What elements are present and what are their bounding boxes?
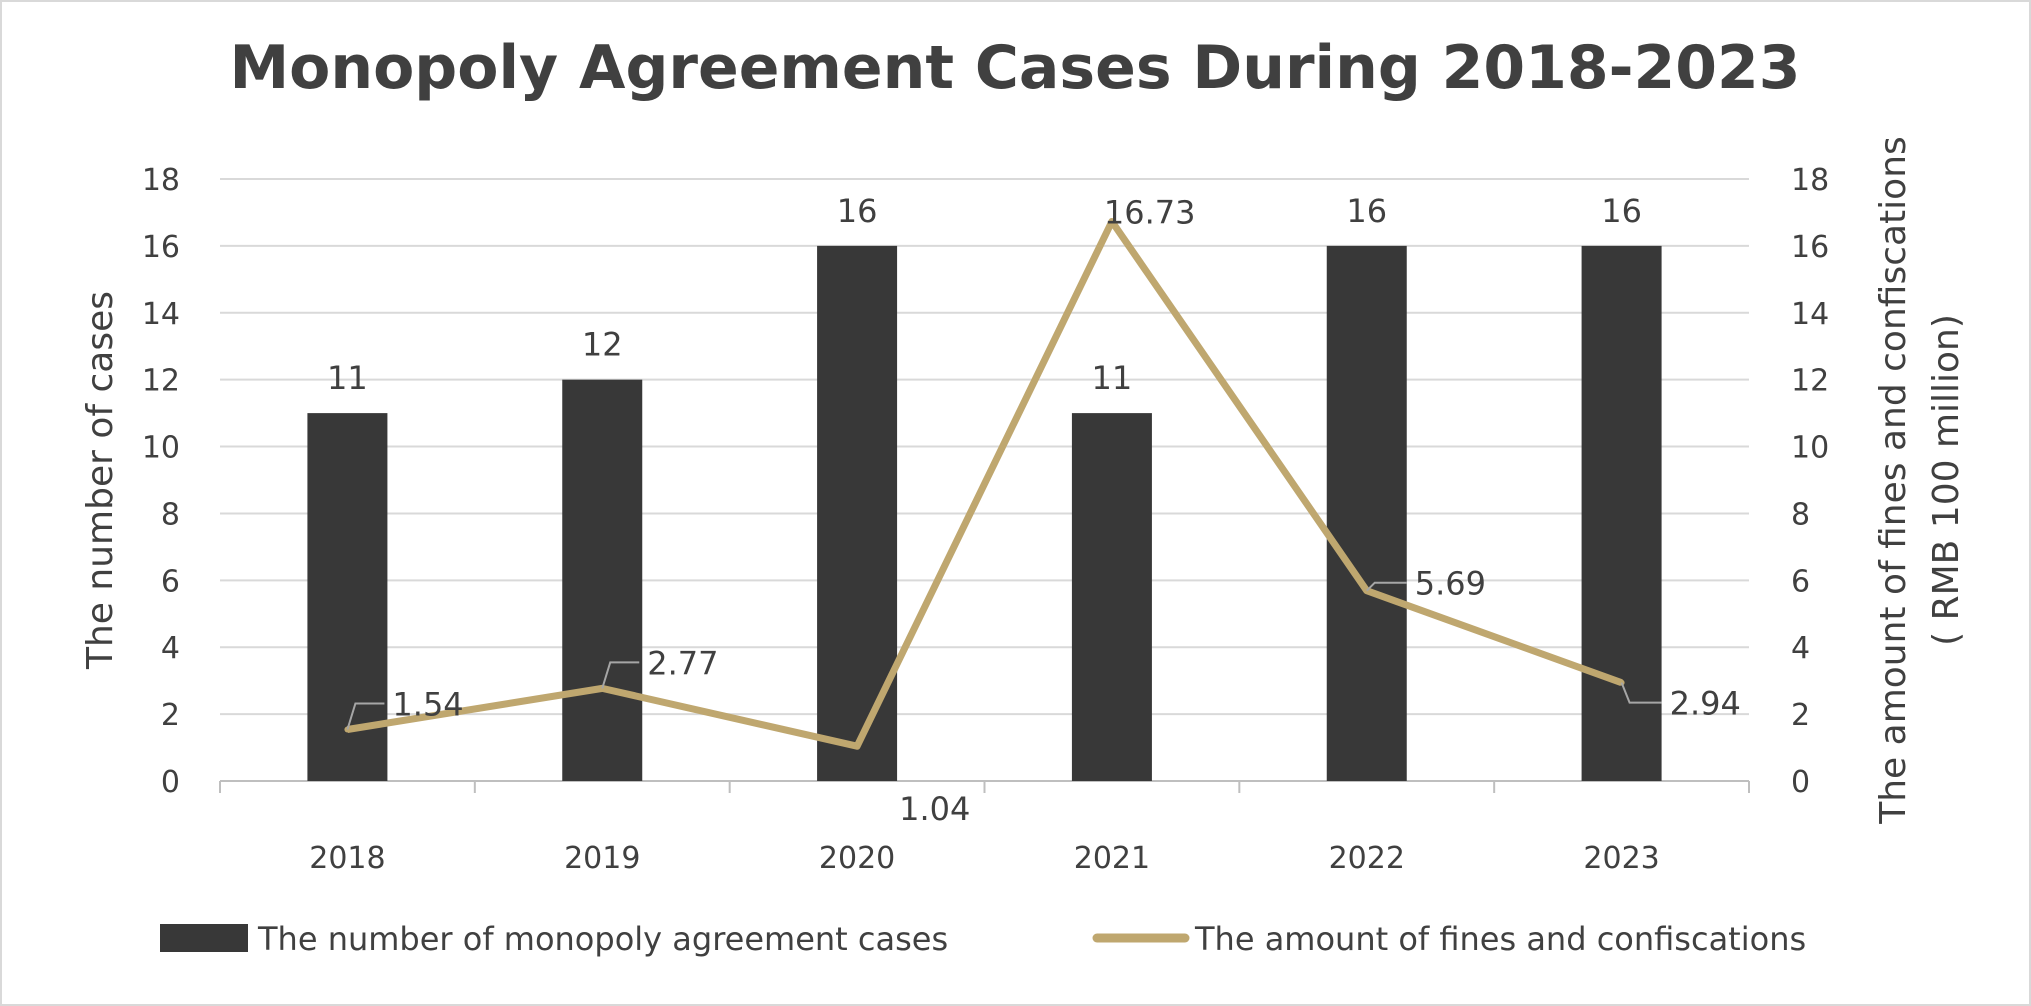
y2-axis-title-line1: The amount of fines and confiscations [1873, 136, 1914, 825]
line-data-label: 5.69 [1415, 565, 1486, 603]
bar-data-label: 16 [837, 192, 878, 230]
line-series [346, 217, 1623, 750]
y-tick-label: 16 [142, 230, 180, 265]
y-tick-label: 10 [142, 431, 180, 466]
x-tick-label: 2020 [819, 841, 895, 876]
bar-data-label: 16 [1601, 192, 1642, 230]
y2-tick-label: 0 [1791, 765, 1810, 800]
legend-swatch-bar [160, 924, 248, 952]
line-data-label: 1.04 [899, 790, 970, 828]
legend: The number of monopoly agreement cases T… [160, 920, 1806, 958]
y2-tick-label: 4 [1791, 631, 1810, 666]
x-tick-label: 2018 [309, 841, 385, 876]
y-axis-title: The number of cases [80, 291, 121, 670]
bar [307, 413, 388, 781]
bar-data-label: 11 [327, 359, 368, 397]
y2-tick-label: 2 [1791, 698, 1810, 733]
y-tick-label: 0 [161, 765, 180, 800]
legend-label-line: The amount of fines and confiscations [1194, 920, 1806, 958]
x-tick-label: 2022 [1329, 841, 1405, 876]
y2-tick-label: 14 [1791, 297, 1829, 332]
chart-title: Monopoly Agreement Cases During 2018-202… [229, 33, 1800, 103]
data-label-leader [1366, 581, 1407, 592]
data-label-leader [346, 702, 385, 730]
legend-label-bar: The number of monopoly agreement cases [257, 920, 948, 958]
y-tick-label: 8 [161, 497, 180, 532]
line-data-label: 1.54 [392, 685, 463, 723]
bar [817, 245, 898, 781]
y2-tick-label: 12 [1791, 364, 1829, 399]
bar [1326, 245, 1407, 781]
y-tick-label: 6 [161, 564, 180, 599]
y2-axis-title-line2: ( RMB 100 million) [1926, 314, 1967, 646]
x-tick-label: 2021 [1074, 841, 1150, 876]
line-data-label: 2.77 [647, 644, 718, 682]
y-tick-label: 18 [142, 163, 180, 198]
bar-data-label: 11 [1092, 359, 1133, 397]
y-tick-label: 12 [142, 364, 180, 399]
y-tick-label: 4 [161, 631, 180, 666]
y2-tick-label: 10 [1791, 431, 1829, 466]
x-tick-label: 2023 [1583, 841, 1659, 876]
bar-data-label: 16 [1346, 192, 1387, 230]
bar-data-label: 12 [582, 326, 623, 364]
bar [562, 379, 643, 781]
y-tick-label: 2 [161, 698, 180, 733]
y2-tick-label: 8 [1791, 497, 1810, 532]
data-label-leader [601, 661, 640, 689]
line-data-label: 2.94 [1670, 685, 1741, 723]
y2-tick-label: 6 [1791, 564, 1810, 599]
y2-tick-label: 16 [1791, 230, 1829, 265]
bar [1581, 245, 1662, 781]
line-data-label: 16.73 [1104, 193, 1196, 231]
line-point [854, 743, 861, 750]
line-point [1108, 218, 1115, 225]
bar [1071, 413, 1152, 781]
x-tick-label: 2019 [564, 841, 640, 876]
y2-tick-label: 18 [1791, 163, 1829, 198]
y-tick-label: 14 [142, 297, 180, 332]
data-label-leader [1620, 682, 1662, 704]
